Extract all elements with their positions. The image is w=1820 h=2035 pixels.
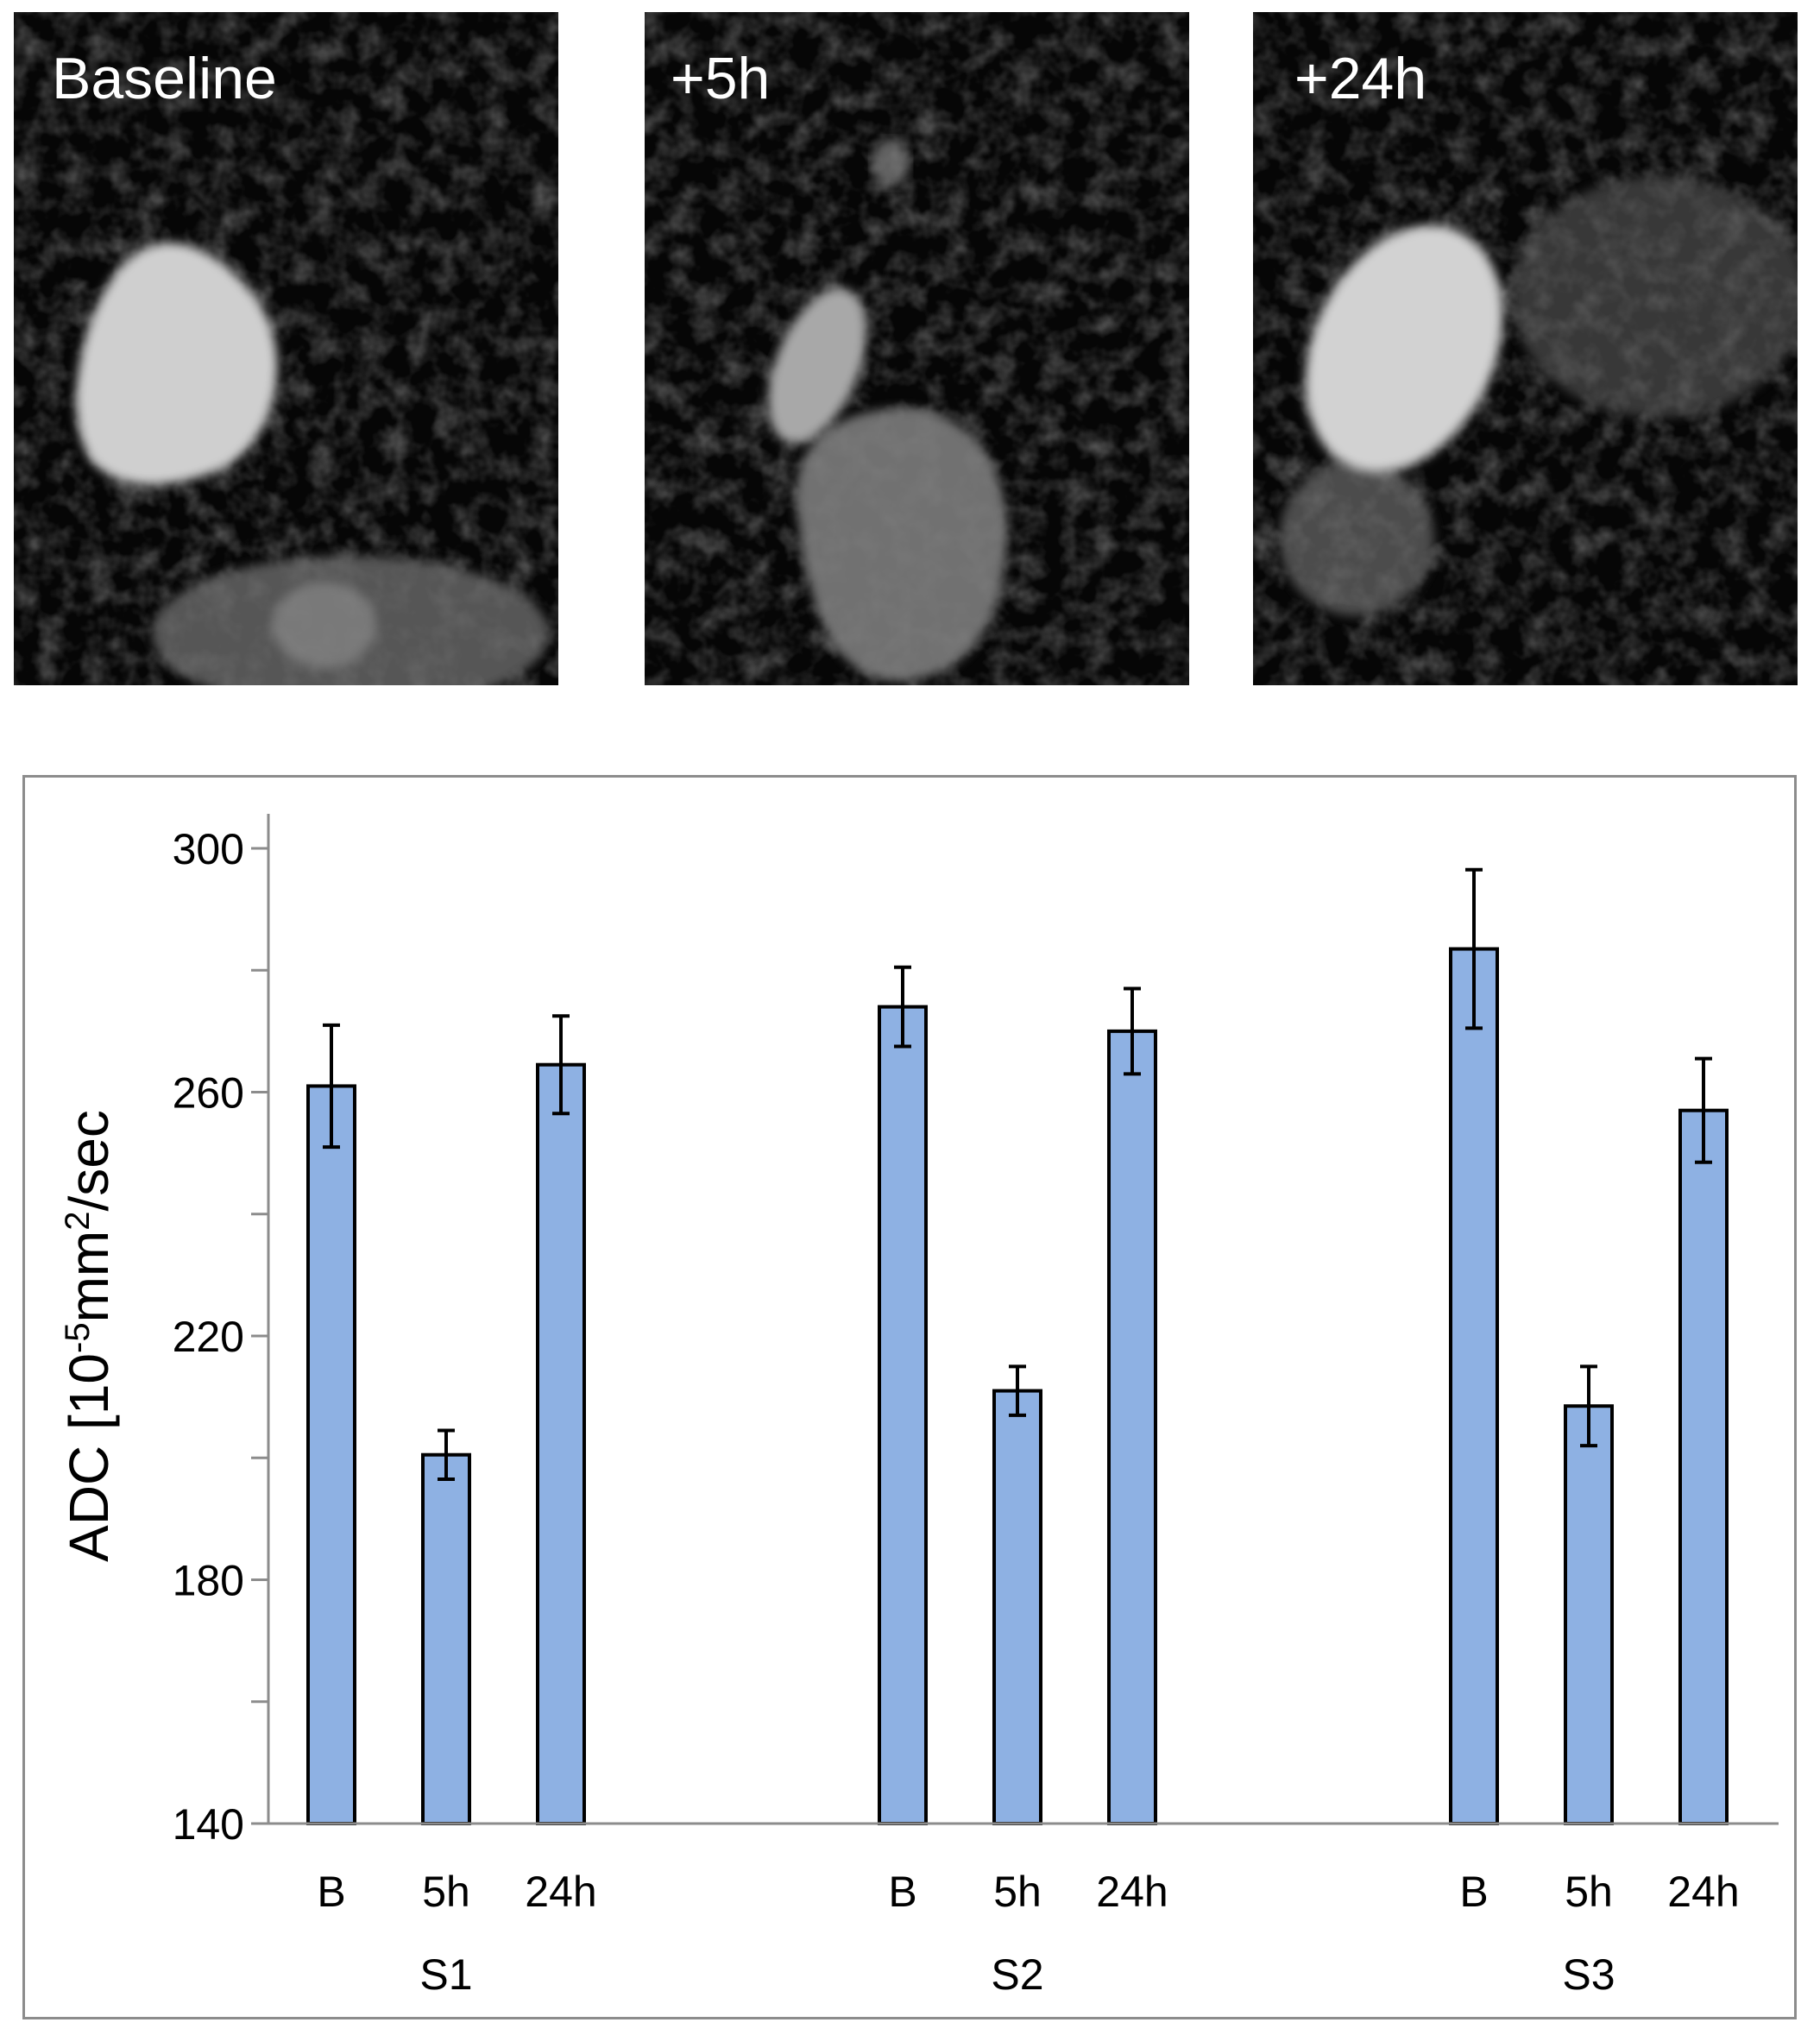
x-tick-label: B bbox=[1459, 1868, 1488, 1916]
panel-label: +24h bbox=[1294, 46, 1427, 111]
x-tick-label: 5h bbox=[422, 1868, 470, 1916]
bar bbox=[1449, 947, 1499, 1825]
axes-layer bbox=[251, 814, 1779, 1825]
mri-panel-5h: +5h bbox=[645, 12, 1189, 685]
mri-image-5h bbox=[645, 12, 1189, 685]
y-tick-label: 180 bbox=[173, 1557, 244, 1605]
panel-label: Baseline bbox=[52, 46, 277, 111]
x-tick-label: 24h bbox=[1667, 1868, 1739, 1916]
y-tick-label: 260 bbox=[173, 1069, 244, 1118]
bars-layer bbox=[306, 867, 1729, 1825]
y-tick-label: 220 bbox=[173, 1313, 244, 1361]
adc-bar-chart: 140 180 220 260 300 B 5h 24h S1 B 5h 24h S2 B 5h 24h S3 … bbox=[22, 775, 1797, 2019]
bar bbox=[1564, 1404, 1614, 1825]
mri-panel-baseline: Baseline bbox=[14, 12, 558, 685]
group-label: S1 bbox=[419, 1950, 472, 1999]
group-label: S2 bbox=[991, 1950, 1043, 1999]
panel-label: +5h bbox=[671, 46, 771, 111]
bar bbox=[1678, 1108, 1729, 1825]
y-title-exponent-2: 2 bbox=[59, 1212, 97, 1231]
x-tick-label: B bbox=[317, 1868, 345, 1916]
y-axis-title: ADC [10-5mm2/sec bbox=[58, 1110, 120, 1562]
x-tick-label: B bbox=[888, 1868, 916, 1916]
mri-image-baseline bbox=[14, 12, 558, 685]
y-title-post: /sec bbox=[58, 1110, 120, 1211]
x-tick-label: 5h bbox=[1565, 1868, 1613, 1916]
mri-panel-24h: +24h bbox=[1253, 12, 1798, 685]
x-tick-label: 24h bbox=[525, 1868, 596, 1916]
bar bbox=[306, 1084, 356, 1825]
mri-image-24h bbox=[1253, 12, 1798, 685]
bar bbox=[878, 1005, 928, 1825]
x-tick-label: 24h bbox=[1096, 1868, 1168, 1916]
y-tick-label: 140 bbox=[173, 1800, 244, 1849]
bar bbox=[1107, 1029, 1157, 1825]
y-title-mid: mm bbox=[58, 1231, 120, 1323]
bar bbox=[536, 1062, 586, 1825]
y-title-exponent: -5 bbox=[59, 1322, 97, 1353]
group-label: S3 bbox=[1562, 1950, 1615, 1999]
x-tick-label: 5h bbox=[993, 1868, 1042, 1916]
labels-layer: 140 180 220 260 300 B 5h 24h S1 B 5h 24h S2 B 5h 24h S3 bbox=[173, 825, 1740, 1999]
bar bbox=[992, 1389, 1042, 1825]
y-title-pre: ADC [10 bbox=[58, 1353, 120, 1562]
bar bbox=[421, 1452, 471, 1825]
y-tick-label: 300 bbox=[173, 825, 244, 873]
